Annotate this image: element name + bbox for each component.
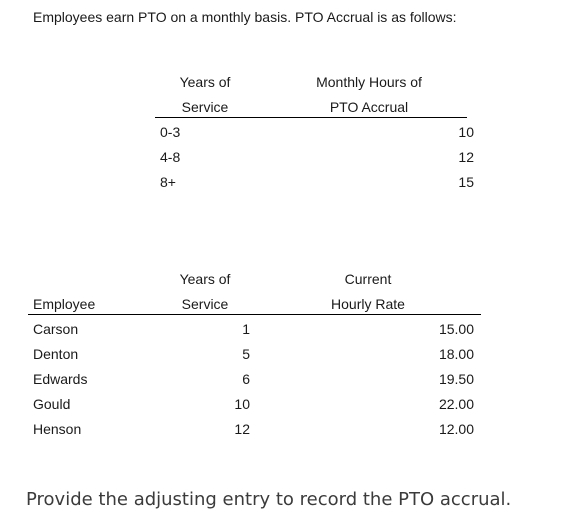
accrual-years-cell: 0-3 (160, 124, 181, 140)
employee-rate-cell: 19.50 (438, 371, 474, 387)
header-line: PTO Accrual (329, 99, 409, 115)
header-line: Years of (179, 271, 231, 287)
employee-years-cell: 10 (234, 396, 250, 412)
employee-rate-cell: 12.00 (438, 421, 474, 437)
employee-name-cell: Carson (33, 321, 79, 337)
employee-years-cell: 12 (234, 421, 250, 437)
accrual-years-cell: 8+ (160, 174, 176, 190)
accrual-hours-cell: 15 (458, 174, 474, 190)
employee-rate-cell: 18.00 (438, 346, 474, 362)
intro-text: Employees earn PTO on a monthly basis. P… (33, 9, 457, 25)
header-line: Years of (179, 74, 231, 90)
employee-header: Employee (33, 296, 96, 312)
header-line: Hourly Rate (331, 296, 405, 312)
employee-years-cell: 6 (242, 371, 250, 387)
header-line: Service (181, 296, 229, 312)
accrual-header-rule (155, 117, 467, 118)
question-text: Provide the adjusting entry to record th… (26, 489, 512, 510)
employee-name-cell: Gould (33, 396, 71, 412)
header-line: Current (344, 271, 392, 287)
employee-name-cell: Denton (33, 346, 79, 362)
employee-rate-cell: 22.00 (438, 396, 474, 412)
employee-years-header: Years of Service (155, 267, 255, 317)
employee-rate-header: Current Hourly Rate (318, 267, 418, 317)
accrual-hours-header: Monthly Hours of PTO Accrual (290, 70, 448, 120)
header-line: Service (181, 99, 229, 115)
employee-name-cell: Henson (33, 421, 82, 437)
accrual-hours-cell: 10 (458, 124, 474, 140)
accrual-years-cell: 4-8 (160, 149, 181, 165)
accrual-hours-cell: 12 (458, 149, 474, 165)
accrual-years-header: Years of Service (155, 70, 255, 120)
employee-years-cell: 1 (242, 321, 250, 337)
employee-years-cell: 5 (242, 346, 250, 362)
employee-header-rule (28, 314, 481, 315)
employee-rate-cell: 15.00 (438, 321, 474, 337)
header-line: Monthly Hours of (316, 74, 422, 90)
employee-name-cell: Edwards (33, 371, 88, 387)
